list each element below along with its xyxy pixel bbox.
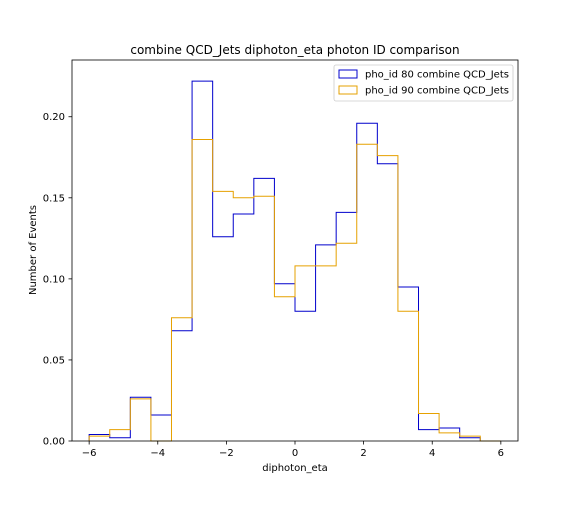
legend: pho_id 80 combine QCD_Jets pho_id 90 comb… <box>333 64 514 102</box>
plot-frame <box>71 59 519 442</box>
legend-swatch <box>338 69 358 79</box>
y-axis: 0.00 0.05 0.10 0.15 0.20 <box>43 112 72 448</box>
x-tick-label: −2 <box>219 448 234 459</box>
y-tick-label: 0.20 <box>43 112 65 123</box>
legend-box <box>333 64 514 102</box>
series-1-histogram <box>88 80 501 442</box>
y-axis-label: Number of Events <box>28 205 39 295</box>
x-tick-label: −6 <box>82 448 97 459</box>
y-tick-label: 0.15 <box>43 193 65 204</box>
y-tick-label: 0.10 <box>43 274 65 285</box>
chart-title: combine QCD_Jets diphoton_eta photon ID … <box>130 43 459 57</box>
x-tick-label: −4 <box>150 448 165 459</box>
y-tick-label: 0.05 <box>43 355 65 366</box>
x-tick-label: 0 <box>292 448 298 459</box>
legend-label: pho_id 80 combine QCD_Jets <box>365 70 509 81</box>
legend-label: pho_id 90 combine QCD_Jets <box>365 86 509 97</box>
legend-swatch <box>338 85 358 95</box>
x-tick-label: 2 <box>360 448 366 459</box>
x-tick-label: 6 <box>498 448 504 459</box>
y-tick-label: 0.00 <box>43 437 65 448</box>
x-axis: −6 −4 −2 0 2 4 6 <box>82 441 504 459</box>
series-2-histogram <box>88 138 501 442</box>
series-layer <box>88 80 501 442</box>
x-tick-label: 4 <box>429 448 435 459</box>
x-axis-label: diphoton_eta <box>262 463 328 474</box>
